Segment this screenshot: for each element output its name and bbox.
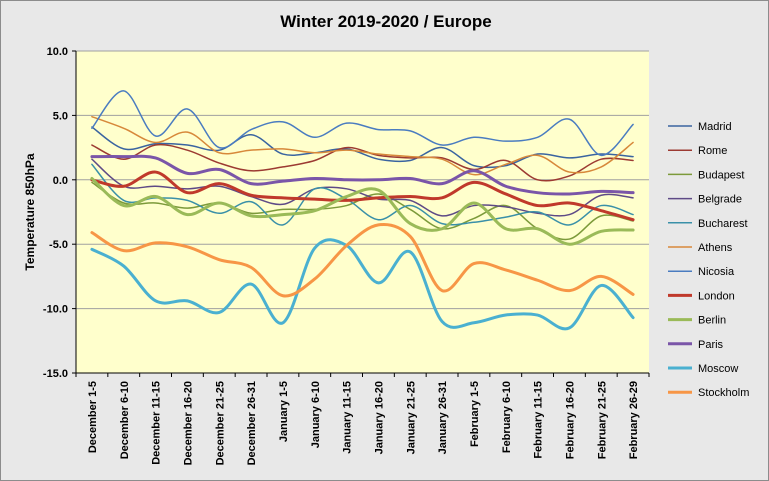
legend-label-berlin: Berlin: [698, 315, 726, 327]
series-line-london: [90, 170, 635, 222]
x-tick-label: February 26-29: [628, 381, 640, 459]
y-axis-ticks: 10.0 5.0 0.0 -5.0 -10.0 -15.0: [43, 46, 76, 380]
y-tick-label: -15.0: [43, 368, 68, 380]
series-line-moscow: [90, 238, 635, 331]
series-line-nicosia: [91, 90, 634, 157]
plot-area: [76, 51, 649, 373]
x-tick-label: February 16-20: [564, 381, 576, 459]
legend-label-moscow: Moscow: [698, 363, 738, 375]
legend-label-budapest: Budapest: [698, 169, 744, 181]
legend-label-belgrade: Belgrade: [698, 194, 742, 206]
y-tick-label: 10.0: [47, 46, 68, 58]
x-tick-label: January 21-25: [405, 381, 417, 454]
x-tick-label: January 11-15: [342, 381, 354, 454]
legend-label-bucharest: Bucharest: [698, 218, 748, 230]
series-line-athens: [91, 115, 634, 176]
x-tick-label: February 21-25: [596, 381, 608, 459]
series-line-stockholm: [90, 222, 635, 298]
x-tick-label: January 6-10: [310, 381, 322, 448]
x-tick-label: January 16-20: [373, 381, 385, 454]
legend: Madrid Rome Budapest Belgrade Bucharest Athen…: [668, 121, 749, 399]
series-line-madrid: [91, 126, 634, 169]
x-tick-label: January 26-31: [437, 381, 449, 454]
series-line-bucharest: [91, 163, 634, 226]
series-line-berlin: [90, 177, 635, 246]
x-axis-ticks: December 1-5 December 6-10 December 11-15 D…: [75, 373, 650, 465]
x-tick-label: December 1-5: [87, 381, 99, 453]
x-tick-label: December 11-15: [151, 381, 163, 465]
series-lines: [90, 90, 635, 331]
series-line-belgrade: [91, 158, 634, 217]
x-tick-label: December 16-20: [182, 381, 194, 465]
x-tick-label: December 21-25: [214, 381, 226, 465]
legend-label-stockholm: Stockholm: [698, 387, 749, 399]
x-tick-label: February 1-5: [469, 381, 481, 447]
series-line-rome: [91, 143, 634, 182]
legend-label-london: London: [698, 290, 735, 302]
x-tick-label: December 26-31: [246, 381, 258, 465]
y-tick-label: -10.0: [43, 304, 68, 316]
legend-label-madrid: Madrid: [698, 121, 732, 133]
y-axis-label: Temperature 850hPa: [23, 153, 37, 270]
y-tick-label: 0.0: [53, 175, 68, 187]
legend-label-athens: Athens: [698, 242, 733, 254]
x-tick-label: December 6-10: [119, 381, 131, 459]
legend-label-paris: Paris: [698, 339, 724, 351]
x-tick-label: February 6-10: [501, 381, 513, 453]
x-tick-label: February 11-15: [533, 381, 545, 459]
legend-label-rome: Rome: [698, 145, 727, 157]
series-line-paris: [90, 154, 635, 196]
legend-label-nicosia: Nicosia: [698, 266, 735, 278]
y-tick-label: -5.0: [49, 239, 68, 251]
x-tick-label: January 1-5: [278, 381, 290, 442]
chart-title: Winter 2019-2020 / Europe: [280, 12, 492, 31]
y-tick-label: 5.0: [53, 110, 68, 122]
